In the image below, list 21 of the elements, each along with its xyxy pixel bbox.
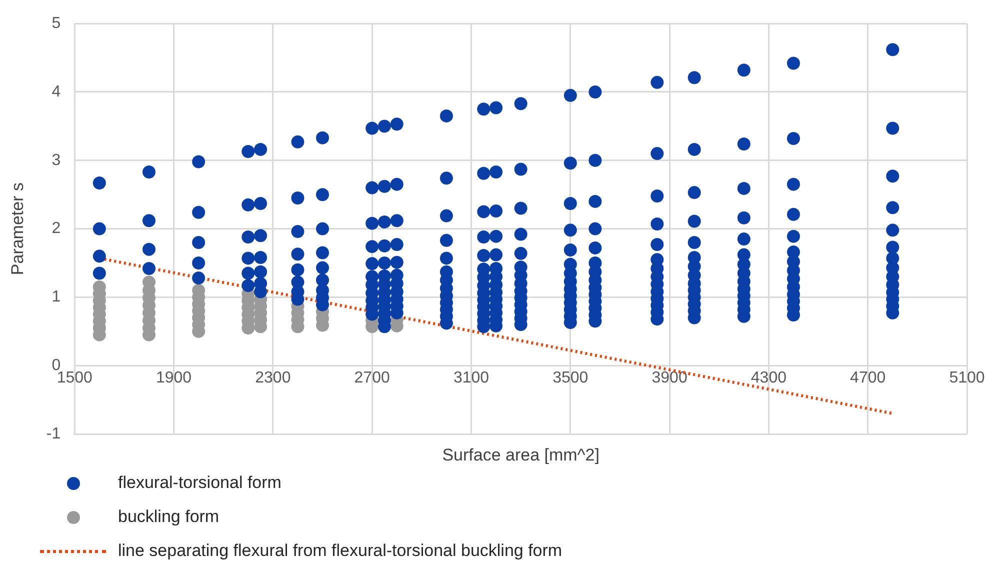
x-tick-label: 1900 <box>156 370 192 387</box>
x-tick-label: 2300 <box>255 370 291 387</box>
y-tick-label: 4 <box>52 83 61 100</box>
legend-label: line separating flexural from flexural-torsional buckling form <box>118 541 562 561</box>
y-axis-title: Parameter s <box>8 182 27 276</box>
x-tick-label: 2700 <box>354 370 390 387</box>
y-tick-label: -1 <box>46 425 61 442</box>
x-tick-label: 4300 <box>750 370 787 387</box>
legend-label: flexural-torsional form <box>118 473 282 493</box>
x-tick-label: 4700 <box>850 370 886 387</box>
x-axis-title: Surface area [mm^2] <box>442 446 600 465</box>
y-tick-label: 2 <box>52 220 61 238</box>
x-tick-label: 3100 <box>453 370 490 387</box>
y-tick-label: 3 <box>52 152 61 169</box>
x-tick-label: 3500 <box>552 370 588 387</box>
x-tick-label: 3900 <box>652 370 688 387</box>
y-tick-label: 1 <box>52 288 61 306</box>
y-tick-label: 5 <box>52 15 61 32</box>
x-tick-label: 5100 <box>949 370 985 387</box>
x-tick-label: 1500 <box>56 370 93 387</box>
legend-label: buckling form <box>118 507 220 527</box>
